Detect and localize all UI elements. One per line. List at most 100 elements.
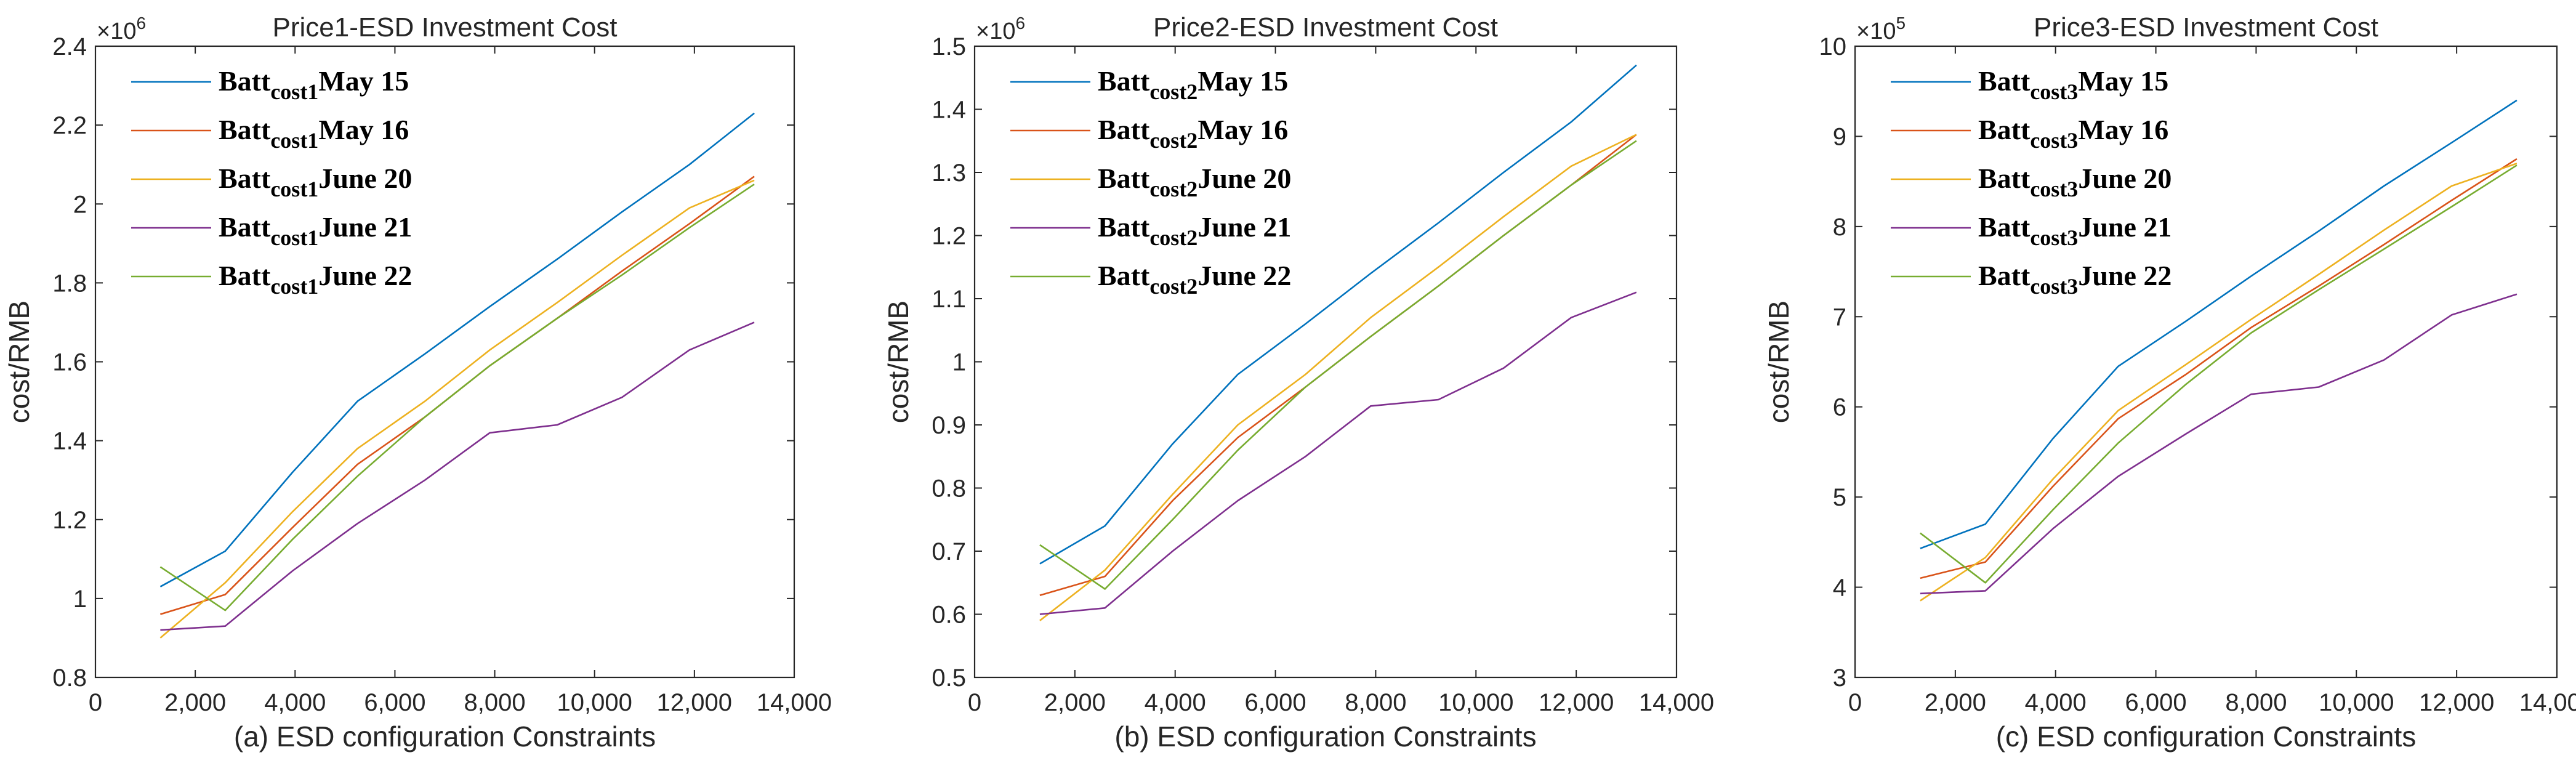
legend-entry-subscript: cost2 [1149, 177, 1197, 201]
x-tick-label: 10,000 [557, 689, 632, 716]
legend-entry-4: Battcost2June 22 [1098, 260, 1291, 299]
x-tick-label: 4,000 [2025, 689, 2087, 716]
chart-title: Price1-ESD Investment Cost [273, 12, 618, 42]
x-tick-label: 2,000 [1044, 689, 1106, 716]
y-tick-label: 6 [1833, 394, 1846, 421]
y-axis-label: cost/RMB [882, 301, 914, 423]
chart-panel-b: 0 2,000 4,000 6,000 8,000 10,000 12,000 14,000 0… [882, 12, 1714, 753]
series-line-0 [159, 112, 755, 587]
chart-title: Price3-ESD Investment Cost [2034, 12, 2378, 42]
legend-entry-main: Batt [1978, 211, 2031, 243]
legend-entry-subscript: cost1 [270, 225, 318, 250]
legend-entry-1: Battcost1May 16 [219, 114, 409, 153]
x-tick-label: 4,000 [264, 689, 326, 716]
legend-entry-subscript: cost3 [2030, 128, 2078, 153]
y-tick-label: 2.2 [52, 112, 87, 139]
y-tick-label: 2.4 [52, 33, 87, 60]
y-tick-label: 4 [1833, 575, 1846, 602]
y-tick-label: 1 [952, 349, 966, 376]
legend-entry-main: Batt [1098, 260, 1150, 291]
legend-entry-subscript: cost1 [270, 274, 318, 299]
legend-entry-suffix: June 22 [1197, 260, 1291, 291]
x-axis-label: (a) ESD configuration Constraints [234, 720, 656, 753]
y-tick-label: 7 [1833, 304, 1846, 331]
legend-entry-1: Battcost2May 16 [1098, 114, 1288, 153]
y-tick-label: 8 [1833, 214, 1846, 241]
legend-entry-subscript: cost2 [1149, 128, 1197, 153]
legend-entry-suffix: June 20 [318, 163, 412, 194]
axis-exponent: ×106 [97, 14, 146, 44]
x-tick-label: 10,000 [2319, 689, 2394, 716]
x-tick-label: 8,000 [1345, 689, 1406, 716]
legend-entry-suffix: May 15 [1197, 65, 1288, 97]
series-line-4 [1920, 164, 2518, 584]
legend-entry-0: Battcost3May 15 [1978, 65, 2168, 104]
legend-entry-suffix: May 16 [318, 114, 409, 145]
legend-entry-suffix: June 20 [2078, 163, 2171, 194]
legend-entry-main: Batt [1098, 163, 1150, 194]
legend-entry-2: Battcost3June 20 [1978, 163, 2171, 201]
axis-exponent: ×106 [976, 14, 1025, 44]
legend-entry-main: Batt [219, 163, 271, 194]
axis-exponent-base: ×10 [1856, 18, 1896, 44]
y-tick-label: 5 [1833, 484, 1846, 511]
series-line-4 [1039, 140, 1637, 590]
x-tick-label: 8,000 [2225, 689, 2287, 716]
axis-exponent-power: 5 [1896, 14, 1906, 33]
legend-entry-subscript: cost3 [2030, 79, 2078, 104]
plot-area [973, 45, 1678, 679]
y-tick-label: 1.6 [52, 349, 87, 376]
legend-entry-suffix: May 16 [2078, 114, 2168, 145]
legend-entry-suffix: June 21 [2078, 211, 2171, 243]
series-line-2 [1920, 163, 2518, 602]
legend-entry-3: Battcost2June 21 [1098, 211, 1291, 250]
series-line-2 [159, 179, 755, 639]
x-tick-label: 12,000 [1539, 689, 1614, 716]
x-tick-label: 14,000 [2519, 689, 2576, 716]
legend-entry-subscript: cost3 [2030, 225, 2078, 250]
legend-entry-2: Battcost1June 20 [219, 163, 412, 201]
x-tick-label: 2,000 [1925, 689, 1986, 716]
x-tick-label: 0 [968, 689, 981, 716]
y-tick-label: 1.4 [932, 97, 966, 124]
legend-entry-subscript: cost2 [1149, 225, 1197, 250]
series-line-3 [1039, 291, 1637, 615]
legend-entry-subscript: cost1 [270, 79, 318, 104]
legend-entry-main: Batt [1098, 114, 1150, 145]
legend-entry-suffix: June 20 [1197, 163, 1291, 194]
chart-panel-c: 0 2,000 4,000 6,000 8,000 10,000 12,000 14,000 3… [1763, 12, 2576, 753]
legend-entry-main: Batt [1978, 114, 2031, 145]
legend-entry-main: Batt [219, 260, 271, 291]
legend-entry-0: Battcost1May 15 [219, 65, 409, 104]
series-line-0 [1920, 99, 2518, 549]
legend-entry-1: Battcost3May 16 [1978, 114, 2168, 153]
x-tick-label: 2,000 [164, 689, 226, 716]
legend-entry-subscript: cost1 [270, 128, 318, 153]
x-axis-label: (c) ESD configuration Constraints [1996, 720, 2417, 753]
axis-exponent-power: 6 [136, 14, 146, 33]
legend-entry-subscript: cost3 [2030, 274, 2078, 299]
series-line-2 [1039, 134, 1637, 621]
y-tick-label: 1.5 [932, 33, 966, 60]
y-tick-label: 3 [1833, 664, 1846, 692]
series-line-4 [159, 184, 755, 611]
series-line-1 [1920, 158, 2518, 579]
legend-entry-0: Battcost2May 15 [1098, 65, 1288, 104]
series-line-0 [1039, 64, 1637, 565]
y-tick-label: 0.5 [932, 664, 966, 692]
x-tick-label: 12,000 [657, 689, 732, 716]
y-tick-label: 0.9 [932, 412, 966, 439]
plot-area [94, 45, 795, 679]
legend-entry-suffix: June 21 [1197, 211, 1291, 243]
y-tick-label: 2 [73, 191, 87, 218]
y-tick-label: 1.1 [932, 286, 966, 313]
x-tick-label: 14,000 [757, 689, 832, 716]
x-tick-label: 10,000 [1438, 689, 1513, 716]
x-tick-label: 12,000 [2419, 689, 2494, 716]
axis-exponent-power: 6 [1015, 14, 1025, 33]
axis-exponent-base: ×10 [976, 18, 1015, 44]
legend-entry-subscript: cost1 [270, 177, 318, 201]
